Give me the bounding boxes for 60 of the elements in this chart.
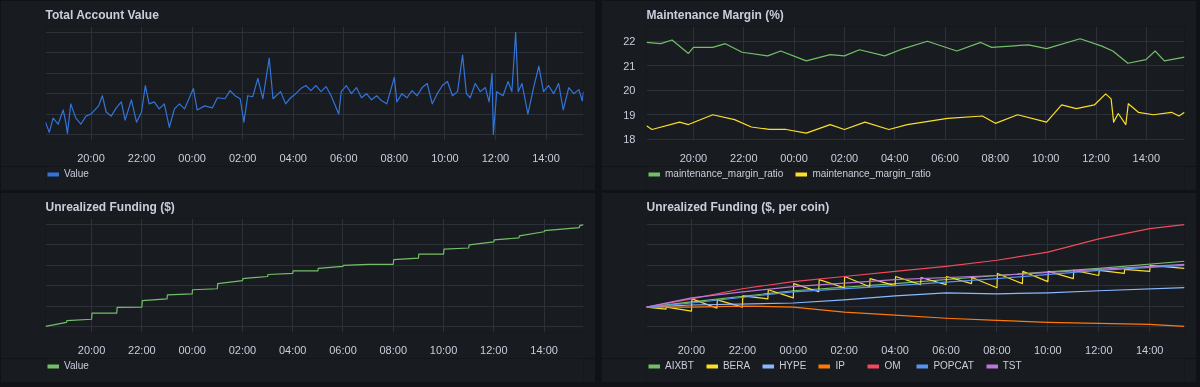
legend-label: IP bbox=[835, 360, 846, 371]
x-tick-label: 22:00 bbox=[728, 343, 757, 356]
x-tick-label: 06:00 bbox=[329, 343, 357, 356]
chart-title: Unrealized Funding ($) bbox=[45, 199, 175, 214]
x-tick-label: 20:00 bbox=[679, 151, 708, 164]
x-tick-label: 22:00 bbox=[127, 151, 156, 164]
x-tick-label: 12:00 bbox=[1082, 151, 1110, 164]
x-tick-label: 22:00 bbox=[730, 151, 758, 164]
y-tick-label: 20 bbox=[623, 84, 636, 97]
x-tick-label: 14:00 bbox=[530, 343, 558, 356]
x-tick-label: 20:00 bbox=[77, 151, 105, 164]
x-tick-label: 00:00 bbox=[780, 151, 808, 164]
legend-label: BERA bbox=[722, 360, 751, 371]
x-tick-label: 04:00 bbox=[881, 343, 909, 356]
x-tick-label: 08:00 bbox=[981, 151, 1010, 164]
legend-label: TST bbox=[1002, 360, 1023, 371]
chart-title: Total Account Value bbox=[45, 7, 160, 22]
x-tick-label: 14:00 bbox=[532, 151, 560, 164]
x-tick-label: 04:00 bbox=[880, 151, 909, 164]
chart-title: Unrealized Funding ($, per coin) bbox=[646, 199, 830, 214]
legend-label: POPCAT bbox=[933, 360, 974, 371]
x-tick-label: 00:00 bbox=[779, 343, 808, 356]
x-tick-label: 04:00 bbox=[278, 343, 307, 356]
y-tick-label: 21 bbox=[623, 59, 636, 72]
legend-label: maintenance_margin_ratio bbox=[665, 168, 784, 179]
x-tick-label: 12:00 bbox=[1085, 343, 1113, 356]
x-tick-label: 00:00 bbox=[178, 343, 206, 356]
x-tick-label: 14:00 bbox=[1135, 343, 1164, 356]
x-tick-label: 00:00 bbox=[178, 151, 206, 164]
y-tick-label: 19 bbox=[623, 108, 636, 121]
legend-label: AIXBT bbox=[665, 360, 694, 371]
x-tick-label: 02:00 bbox=[830, 151, 859, 164]
legend-label: maintenance_margin_ratio bbox=[812, 168, 931, 179]
x-tick-label: 12:00 bbox=[480, 343, 508, 356]
x-tick-label: 10:00 bbox=[431, 151, 459, 164]
x-tick-label: 12:00 bbox=[481, 151, 510, 164]
x-tick-label: 10:00 bbox=[1031, 151, 1060, 164]
x-tick-label: 22:00 bbox=[128, 343, 156, 356]
x-tick-label: 10:00 bbox=[429, 343, 458, 356]
x-tick-label: 08:00 bbox=[983, 343, 1011, 356]
x-tick-label: 04:00 bbox=[279, 151, 307, 164]
x-tick-label: 02:00 bbox=[830, 343, 858, 356]
y-tick-label: 22 bbox=[623, 35, 636, 48]
x-tick-label: 10:00 bbox=[1034, 343, 1062, 356]
legend-label: OM bbox=[884, 360, 902, 371]
x-tick-label: 20:00 bbox=[677, 343, 706, 356]
x-tick-label: 08:00 bbox=[379, 343, 408, 356]
x-tick-label: 06:00 bbox=[932, 343, 960, 356]
y-tick-label: 18 bbox=[623, 133, 636, 146]
x-tick-label: 02:00 bbox=[228, 151, 257, 164]
x-tick-label: 14:00 bbox=[1132, 151, 1161, 164]
legend-label: HYPE bbox=[779, 360, 807, 371]
legend-label: Value bbox=[64, 168, 89, 179]
chart-title: Maintenance Margin (%) bbox=[646, 7, 784, 22]
x-tick-label: 20:00 bbox=[77, 343, 106, 356]
x-tick-label: 08:00 bbox=[380, 151, 409, 164]
legend-label: Value bbox=[64, 360, 89, 371]
x-tick-label: 02:00 bbox=[228, 343, 257, 356]
x-tick-label: 06:00 bbox=[330, 151, 358, 164]
x-tick-label: 06:00 bbox=[931, 151, 959, 164]
